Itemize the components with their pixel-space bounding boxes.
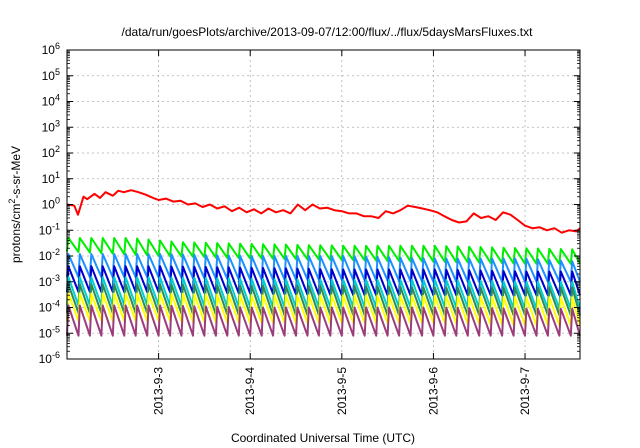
y-tick-label: 10-5 (39, 324, 60, 340)
y-tick-exponent: 0 (55, 196, 60, 206)
series-line-5 (66, 283, 581, 317)
x-tick-label: 2013-9-4 (243, 367, 257, 415)
y-tick-base: 10 (39, 223, 53, 237)
y-tick-label: 10-2 (39, 247, 60, 263)
series-line-7 (66, 304, 581, 337)
y-axis-title-prefix: protons/cm (9, 204, 23, 263)
y-tick-exponent: -3 (52, 273, 60, 283)
y-tick-base: 10 (42, 120, 56, 134)
series-line-4 (66, 276, 581, 310)
y-tick-exponent: -5 (52, 324, 60, 334)
y-tick-exponent: 3 (55, 118, 60, 128)
y-tick-label: 101 (42, 170, 60, 186)
y-tick-base: 10 (42, 69, 56, 83)
x-tick-label: 2013-9-7 (518, 367, 532, 415)
y-tick-base: 10 (39, 249, 53, 263)
y-tick-label: 10-4 (39, 299, 60, 315)
y-tick-label: 104 (42, 93, 60, 109)
x-axis-title: Coordinated Universal Time (UTC) (231, 431, 415, 445)
y-tick-base: 10 (39, 352, 53, 366)
y-axis-title-sup: 2 (7, 199, 17, 204)
y-tick-exponent: 2 (55, 144, 60, 154)
y-tick-exponent: 1 (55, 170, 60, 180)
y-tick-base: 10 (42, 146, 56, 160)
x-axis-ticks: 2013-9-3 2013-9-4 2013-9-5 2013-9-6 2013-9-7 (152, 50, 532, 415)
x-tick-label: 2013-9-3 (152, 367, 166, 415)
y-tick-exponent: 5 (55, 67, 60, 77)
x-tick-label: 2013-9-5 (335, 367, 349, 415)
series-line-6 (66, 292, 581, 327)
series-line-0 (66, 189, 581, 234)
y-axis-title: protons/cm2-s-sr-MeV (7, 146, 23, 263)
y-tick-label: 10-6 (39, 350, 60, 366)
y-tick-base: 10 (42, 43, 56, 57)
y-tick-base: 10 (42, 95, 56, 109)
y-tick-base: 10 (39, 301, 53, 315)
chart-title: /data/run/goesPlots/archive/2013-09-07/1… (122, 25, 534, 39)
y-tick-exponent: 4 (55, 93, 60, 103)
y-tick-base: 10 (42, 172, 56, 186)
y-tick-exponent: -6 (52, 350, 60, 360)
y-tick-exponent: 6 (55, 41, 60, 51)
y-tick-base: 10 (39, 326, 53, 340)
y-tick-label: 10-1 (39, 221, 60, 237)
grid-lines (67, 50, 580, 359)
series-line-1 (66, 237, 581, 265)
y-axis-ticks: 10-610-510-410-310-210-11001011021031041… (39, 41, 580, 366)
y-tick-exponent: -1 (52, 221, 60, 231)
y-tick-label: 102 (42, 144, 60, 160)
y-tick-base: 10 (42, 198, 56, 212)
y-tick-base: 10 (39, 275, 53, 289)
series-line-2 (66, 253, 581, 283)
y-tick-label: 10-3 (39, 273, 60, 289)
y-axis-title-suffix: -s-sr-MeV (9, 146, 23, 199)
y-tick-exponent: -4 (52, 299, 60, 309)
y-tick-label: 105 (42, 67, 60, 83)
y-tick-exponent: -2 (52, 247, 60, 257)
data-series-group (66, 189, 581, 337)
y-tick-label: 103 (42, 118, 60, 134)
x-tick-label: 2013-9-6 (426, 367, 440, 415)
y-tick-label: 106 (42, 41, 60, 57)
series-line-3 (66, 265, 581, 297)
y-tick-label: 100 (42, 196, 60, 212)
